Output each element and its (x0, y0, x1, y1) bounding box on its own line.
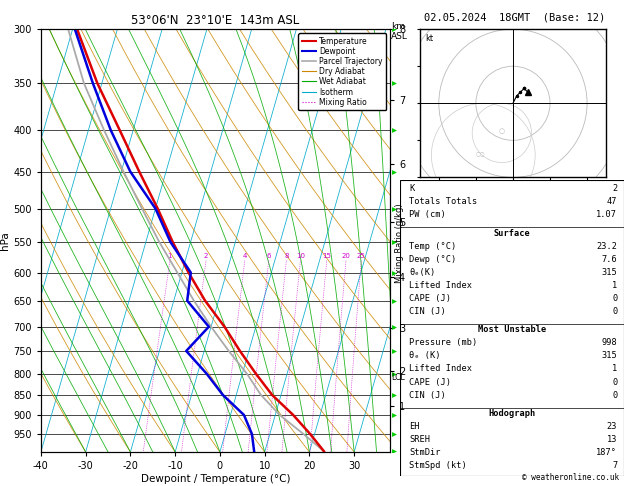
Text: ○○: ○○ (476, 151, 486, 156)
Text: Pressure (mb): Pressure (mb) (409, 338, 477, 347)
Text: K: K (409, 184, 415, 193)
Text: 4: 4 (243, 253, 247, 259)
Text: 0: 0 (612, 391, 617, 399)
Text: 15: 15 (322, 253, 331, 259)
Text: 25: 25 (357, 253, 365, 259)
Text: Dewp (°C): Dewp (°C) (409, 255, 456, 264)
Text: 47: 47 (607, 197, 617, 207)
Text: StmDir: StmDir (409, 448, 440, 457)
Text: Surface: Surface (494, 229, 530, 238)
Text: 2: 2 (612, 184, 617, 193)
Text: CAPE (J): CAPE (J) (409, 294, 451, 303)
Text: 02.05.2024  18GMT  (Base: 12): 02.05.2024 18GMT (Base: 12) (424, 12, 605, 22)
Text: θₑ (K): θₑ (K) (409, 351, 440, 361)
Text: 187°: 187° (596, 448, 617, 457)
Text: 13: 13 (607, 435, 617, 444)
Text: 1: 1 (612, 281, 617, 290)
Text: CIN (J): CIN (J) (409, 391, 446, 399)
Text: Lifted Index: Lifted Index (409, 364, 472, 374)
Text: 1: 1 (612, 364, 617, 374)
Text: 23.2: 23.2 (596, 242, 617, 251)
Text: 998: 998 (601, 338, 617, 347)
Text: StmSpd (kt): StmSpd (kt) (409, 461, 467, 470)
Text: 0: 0 (612, 378, 617, 386)
Text: θₑ(K): θₑ(K) (409, 268, 435, 277)
Text: 0: 0 (612, 307, 617, 316)
Text: 2: 2 (204, 253, 208, 259)
Text: LCL: LCL (391, 373, 405, 382)
Text: Totals Totals: Totals Totals (409, 197, 477, 207)
Text: Temp (°C): Temp (°C) (409, 242, 456, 251)
Text: Hodograph: Hodograph (488, 409, 536, 418)
Text: 8: 8 (284, 253, 289, 259)
Text: 23: 23 (607, 422, 617, 431)
Y-axis label: hPa: hPa (1, 231, 11, 250)
Text: CIN (J): CIN (J) (409, 307, 446, 316)
Legend: Temperature, Dewpoint, Parcel Trajectory, Dry Adiabat, Wet Adiabat, Isotherm, Mi: Temperature, Dewpoint, Parcel Trajectory… (298, 33, 386, 110)
Text: Lifted Index: Lifted Index (409, 281, 472, 290)
Title: 53°06'N  23°10'E  143m ASL: 53°06'N 23°10'E 143m ASL (131, 14, 299, 27)
Text: 10: 10 (296, 253, 305, 259)
Text: 0: 0 (612, 294, 617, 303)
Text: 1: 1 (167, 253, 172, 259)
Text: 20: 20 (342, 253, 350, 259)
Text: 7.6: 7.6 (601, 255, 617, 264)
Text: © weatheronline.co.uk: © weatheronline.co.uk (523, 473, 620, 482)
Text: 6: 6 (267, 253, 271, 259)
Text: 7: 7 (612, 461, 617, 470)
Text: km: km (391, 22, 405, 31)
Text: 315: 315 (601, 351, 617, 361)
Text: Most Unstable: Most Unstable (478, 325, 546, 334)
Text: kt: kt (426, 34, 434, 43)
X-axis label: Dewpoint / Temperature (°C): Dewpoint / Temperature (°C) (141, 474, 290, 484)
Text: 1.07: 1.07 (596, 210, 617, 219)
Text: ASL: ASL (391, 32, 408, 41)
Text: ○: ○ (498, 128, 504, 134)
Text: PW (cm): PW (cm) (409, 210, 446, 219)
Text: Mixing Ratio (g/kg): Mixing Ratio (g/kg) (395, 203, 404, 283)
Text: SREH: SREH (409, 435, 430, 444)
Text: 315: 315 (601, 268, 617, 277)
Text: EH: EH (409, 422, 420, 431)
Text: CAPE (J): CAPE (J) (409, 378, 451, 386)
